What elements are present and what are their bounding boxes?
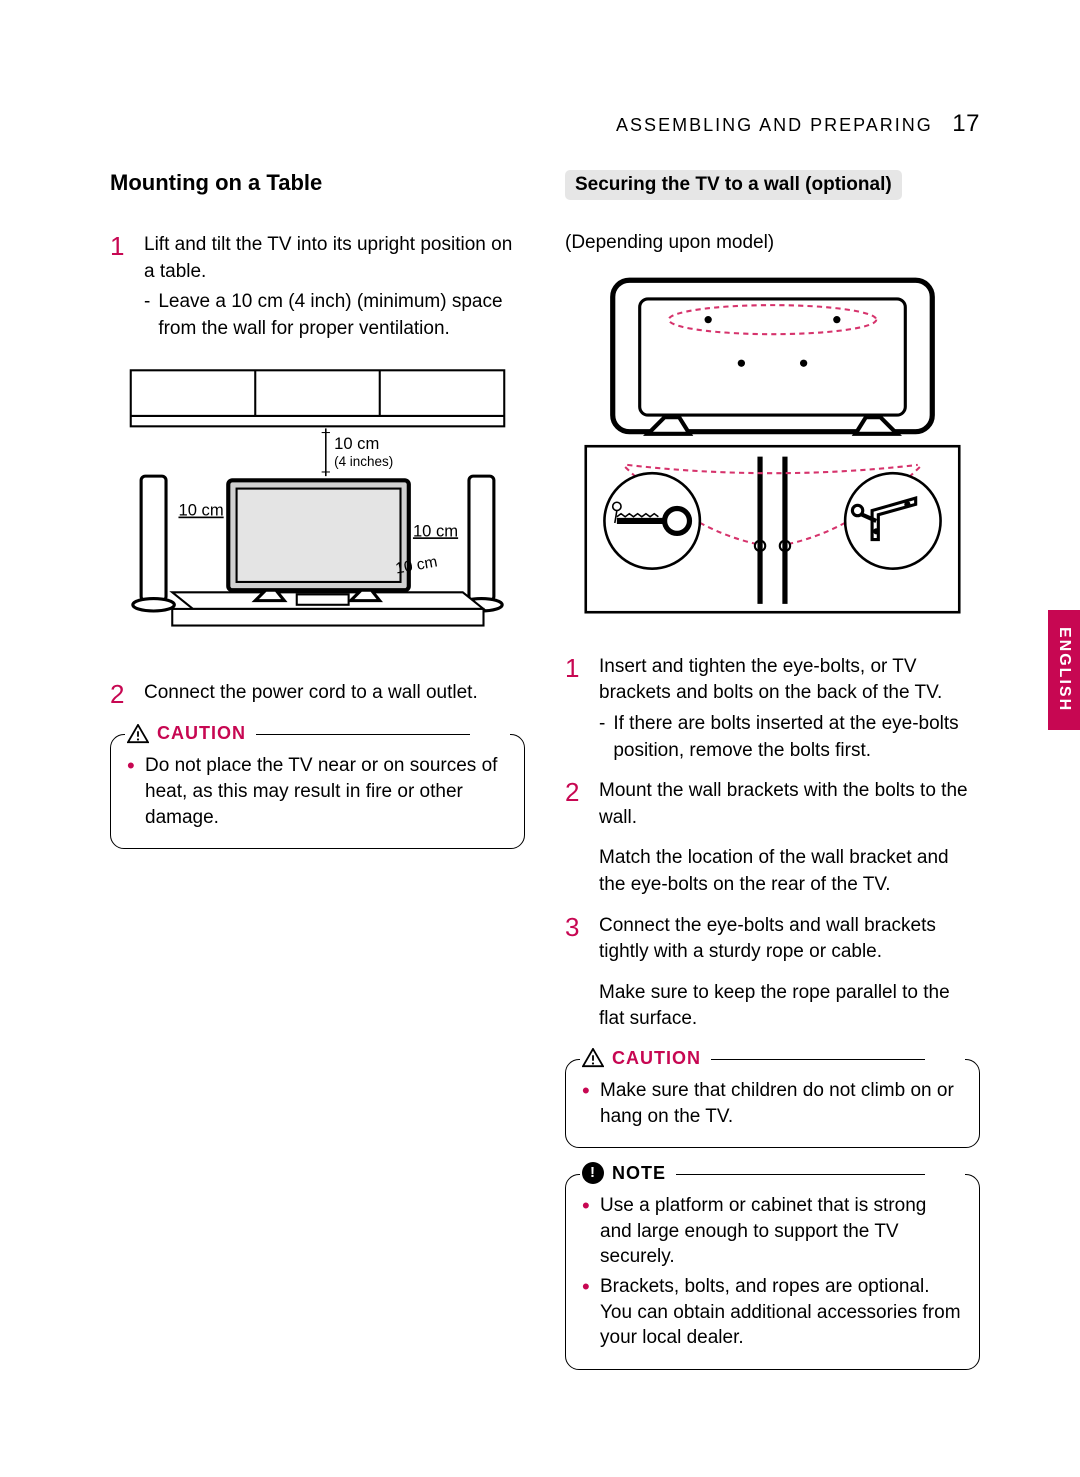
dash-icon: - [144,289,150,342]
step-text: Connect the eye-bolts and wall brackets … [599,915,936,963]
step-number: 1 [565,654,585,764]
warning-icon [127,724,149,744]
left-step-1: 1 Lift and tilt the TV into its upright … [110,232,525,342]
dash-icon: - [599,711,605,764]
step-text: Insert and tighten the eye-bolts, or TV … [599,656,942,704]
caution-box-left: CAUTION Do not place the TV near or on s… [110,734,525,849]
note-heading: ! NOTE [580,1161,676,1185]
depending-label: (Depending upon model) [565,232,980,254]
mounting-title: Mounting on a Table [110,170,525,196]
note-item: Brackets, bolts, and ropes are optional.… [582,1274,963,1351]
caution-heading: CAUTION [580,1046,711,1070]
dist-main: 10 cm [334,435,379,454]
info-icon: ! [582,1162,604,1184]
section-name: ASSEMBLING AND PREPARING [616,115,933,135]
note-box: ! NOTE Use a platform or cabinet that is… [565,1174,980,1370]
caution-box-right: CAUTION Make sure that children do not c… [565,1059,980,1148]
page-header: ASSEMBLING AND PREPARING 17 [616,110,980,138]
page-number: 17 [952,110,980,137]
right-step-2: 2 Mount the wall brackets with the bolts… [565,778,980,831]
note-item: Use a platform or cabinet that is strong… [582,1193,963,1270]
step-number: 2 [110,680,130,709]
tv-table-diagram: 10 cm (4 inches) 10 cm 10 cm 10 cm [110,362,525,653]
svg-text:10 cm: 10 cm [178,501,223,520]
step-text: Lift and tilt the TV into its upright po… [144,234,512,282]
svg-text:10 cm: 10 cm [413,522,458,541]
tv-wall-diagram [565,274,980,627]
right-step-1: 1 Insert and tighten the eye-bolts, or T… [565,654,980,764]
manual-page: ASSEMBLING AND PREPARING 17 Mounting on … [0,0,1080,1448]
step3-continue: Make sure to keep the rope parallel to t… [599,980,980,1033]
step-number: 3 [565,913,585,966]
warning-icon [582,1048,604,1068]
step-number: 1 [110,232,130,342]
dist-sub: (4 inches) [334,454,393,469]
right-step-3: 3 Connect the eye-bolts and wall bracket… [565,913,980,966]
step-number: 2 [565,778,585,831]
step-subtext: Leave a 10 cm (4 inch) (minimum) space f… [158,289,525,342]
step-subtext: If there are bolts inserted at the eye-b… [613,711,980,764]
caution-heading: CAUTION [125,721,256,745]
securing-subsection: Securing the TV to a wall (optional) [565,170,902,200]
right-column: Securing the TV to a wall (optional) (De… [565,170,980,1388]
step-text: Mount the wall brackets with the bolts t… [599,780,968,828]
caution-item: Do not place the TV near or on sources o… [127,753,508,830]
caution-item: Make sure that children do not climb on … [582,1078,963,1129]
step-text: Connect the power cord to a wall outlet. [144,682,478,703]
step2-continue: Match the location of the wall bracket a… [599,845,980,898]
left-step-2: 2 Connect the power cord to a wall outle… [110,680,525,709]
left-column: Mounting on a Table 1 Lift and tilt the … [110,170,525,1388]
